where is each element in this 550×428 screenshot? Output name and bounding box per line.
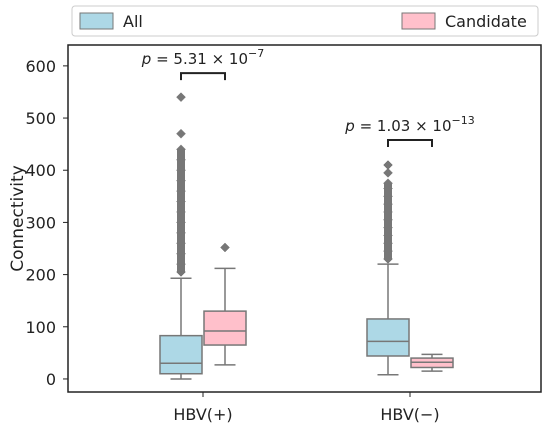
legend-label-all: All [123, 12, 143, 31]
y-tick-label: 300 [25, 213, 56, 232]
box-all [366, 318, 410, 357]
outlier-point [220, 242, 230, 253]
y-axis-label: Connectivity [8, 165, 28, 272]
x-tick-label: HBV(+) [173, 405, 232, 424]
y-tick-label: 600 [25, 57, 56, 76]
legend-swatch-all [79, 12, 114, 30]
significance-bracket [387, 138, 433, 147]
p-value-label: p = 5.31 × 10−7 [141, 47, 264, 68]
y-tick-label: 400 [25, 161, 56, 180]
significance-bracket [180, 72, 226, 81]
plot-frame [67, 44, 542, 393]
y-tick-label: 100 [25, 318, 56, 337]
outlier-point [383, 167, 393, 178]
legend-swatch-candidate [401, 12, 436, 30]
outlier-point [383, 160, 393, 170]
y-tick-label: 0 [46, 370, 56, 389]
y-tick-label: 200 [25, 266, 56, 285]
legend-label-candidate: Candidate [445, 12, 527, 31]
outlier-band [384, 183, 392, 259]
outlier-band [177, 149, 185, 272]
box-all [159, 334, 203, 375]
p-value-label: p = 1.03 × 10−13 [344, 114, 474, 135]
x-tick-label: HBV(−) [380, 405, 439, 424]
outlier-point [176, 92, 186, 103]
y-tick-label: 500 [25, 109, 56, 128]
outlier-point [176, 128, 186, 139]
box-candidate [203, 310, 247, 346]
